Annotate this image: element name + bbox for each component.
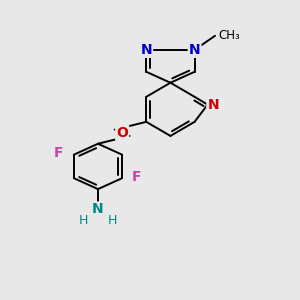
- Text: CH₃: CH₃: [219, 29, 241, 42]
- Text: F: F: [54, 146, 64, 160]
- Text: N: N: [140, 43, 152, 57]
- Text: N: N: [92, 202, 104, 216]
- Text: H: H: [108, 214, 118, 227]
- Text: O: O: [116, 126, 128, 140]
- Text: N: N: [189, 43, 200, 57]
- Text: F: F: [132, 169, 142, 184]
- Text: N: N: [207, 98, 219, 112]
- Text: H: H: [78, 214, 88, 227]
